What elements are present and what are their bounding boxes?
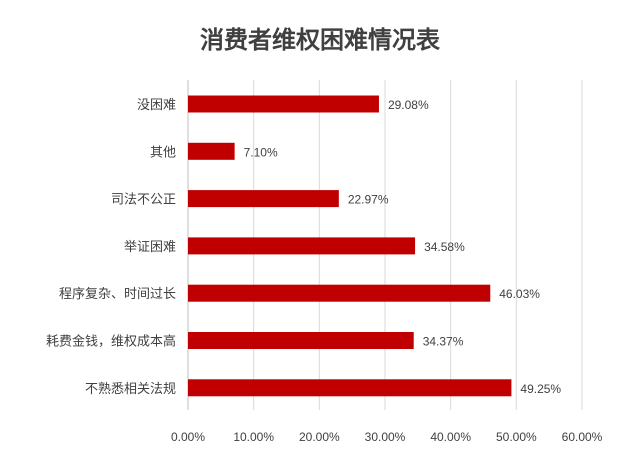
chart-title: 消费者维权困难情况表 [200, 25, 440, 54]
bar [188, 284, 491, 302]
bar [188, 142, 235, 160]
x-tick-label: 30.00% [365, 430, 406, 444]
data-label: 49.25% [520, 382, 561, 396]
category-label: 程序复杂、时间过长 [59, 287, 176, 302]
x-tick-label: 40.00% [430, 430, 471, 444]
bar [188, 379, 512, 397]
bar [188, 237, 416, 255]
category-label: 举证困难 [124, 240, 176, 255]
data-label: 34.37% [423, 335, 464, 349]
category-label: 耗费金钱，维权成本高 [46, 334, 176, 350]
bar [188, 332, 414, 349]
data-label: 46.03% [499, 287, 540, 301]
bar [188, 95, 379, 113]
category-label: 没困难 [137, 98, 176, 113]
bar [188, 190, 339, 208]
x-tick-label: 10.00% [233, 430, 274, 444]
x-tick-label: 60.00% [562, 430, 603, 444]
x-tick-label: 20.00% [299, 430, 340, 444]
category-label: 不熟悉相关法规 [85, 381, 176, 397]
category-label: 司法不公正 [111, 193, 176, 208]
category-label: 其他 [150, 145, 176, 160]
x-tick-label: 50.00% [496, 430, 537, 444]
data-label: 34.58% [424, 240, 465, 254]
data-label: 7.10% [244, 145, 278, 159]
x-tick-label: 0.00% [171, 430, 205, 444]
data-label: 29.08% [388, 98, 429, 112]
data-label: 22.97% [348, 193, 389, 207]
